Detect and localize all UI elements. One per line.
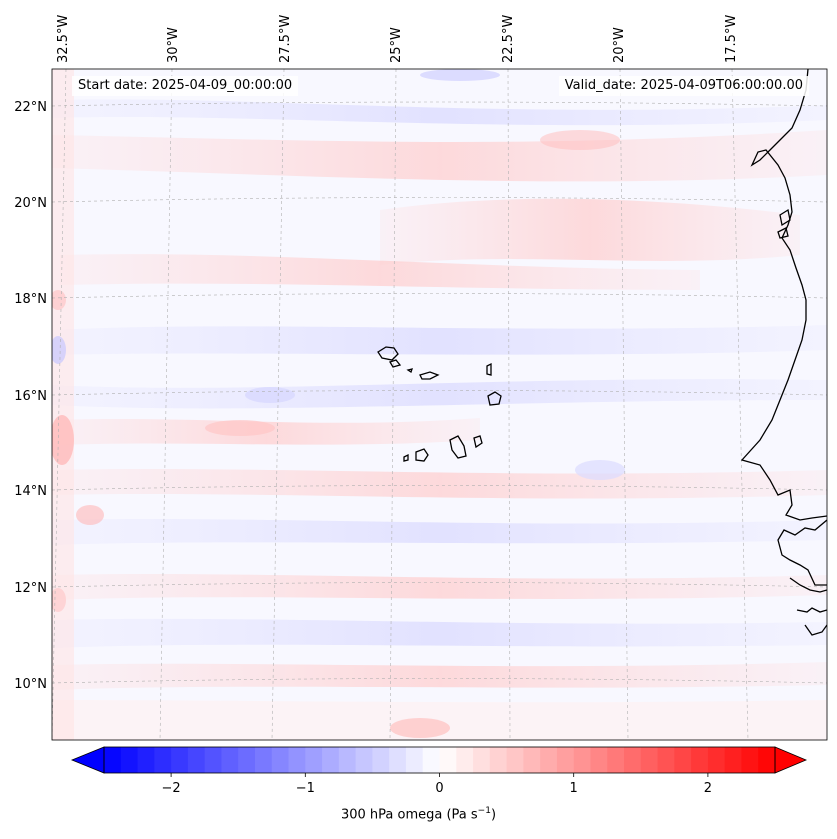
colorbar-segment	[422, 747, 441, 773]
colorbar-extend-high	[774, 746, 808, 774]
island-brava	[403, 453, 409, 462]
colorbar-segment	[523, 747, 541, 773]
colorbar-segment	[254, 747, 273, 773]
colorbar-segment	[154, 747, 172, 773]
lat-label: 14°N	[14, 484, 47, 499]
lat-label: 20°N	[14, 196, 47, 211]
cape-verde-islands	[377, 346, 502, 462]
colorbar-tick-label: 0	[435, 781, 443, 796]
lat-label: 12°N	[14, 581, 47, 596]
colorbar-segment	[389, 747, 407, 773]
colorbar-segment	[724, 747, 743, 773]
lat-label: 22°N	[14, 100, 47, 115]
lon-label: 17.5°W	[724, 15, 739, 63]
colorbar-tick-label: 2	[704, 781, 712, 796]
colorbar-segment	[171, 747, 189, 773]
colorbar-segment	[473, 747, 491, 773]
colorbar-label: 300 hPa omega (Pa s−1)	[0, 806, 837, 822]
lat-label: 10°N	[14, 677, 47, 692]
colorbar-segment	[758, 747, 776, 773]
colorbar-tick-label: −1	[296, 781, 315, 796]
island-boa-vista	[487, 391, 502, 406]
island-santa-luzia	[406, 368, 413, 374]
colorbar-segment	[640, 747, 659, 773]
colorbar-segment	[305, 747, 323, 773]
colorbar-segment	[674, 747, 692, 773]
latitude-labels: 22°N 20°N 18°N 16°N 14°N 12°N 10°N	[14, 100, 47, 692]
island-sao-vicente	[389, 359, 402, 368]
colorbar-segment	[607, 747, 625, 773]
colorbar-segment	[322, 747, 340, 773]
colorbar-segment	[590, 747, 608, 773]
gridlines	[52, 69, 827, 740]
colorbar-segment	[221, 747, 239, 773]
colorbar-segment	[573, 747, 592, 773]
omega-field	[52, 69, 827, 740]
coastline	[740, 69, 827, 636]
colorbar-label-text: 300 hPa omega (Pa s	[340, 807, 478, 823]
colorbar-tick-label: 1	[570, 781, 578, 796]
colorbar-segment	[104, 747, 122, 773]
colorbar-label-end: )	[490, 807, 497, 823]
colorbar-segment	[372, 747, 390, 773]
valid-date-label: Valid_date: 2025-04-09T06:00:00.00	[558, 76, 809, 96]
island-santiago	[449, 435, 467, 459]
lon-label: 22.5°W	[501, 15, 516, 63]
island-maio	[473, 435, 483, 449]
colorbar-segment	[506, 747, 524, 773]
map-frame	[51, 68, 828, 741]
colorbar-segment	[489, 747, 508, 773]
longitude-labels: 32.5°W 30°W 27.5°W 25°W 22.5°W 20°W 17.5…	[56, 15, 739, 63]
island-sal	[486, 362, 492, 376]
colorbar-extend-low	[70, 746, 105, 774]
lon-label: 32.5°W	[56, 15, 71, 63]
colorbar: −2 −1 0 1 2	[70, 746, 808, 796]
colorbar-segment	[187, 747, 206, 773]
colorbar-segment	[338, 747, 357, 773]
lon-label: 30°W	[166, 27, 181, 63]
colorbar-segment	[691, 747, 709, 773]
colorbar-segment	[271, 747, 290, 773]
colorbar-segment	[238, 747, 256, 773]
colorbar-segment	[204, 747, 223, 773]
start-date-label: Start date: 2025-04-09_00:00:00	[72, 76, 299, 96]
colorbar-segment	[540, 747, 558, 773]
lon-label: 27.5°W	[278, 15, 293, 63]
lon-label: 20°W	[612, 27, 627, 63]
lat-label: 16°N	[14, 389, 47, 404]
colorbar-segment	[741, 747, 759, 773]
colorbar-segment	[288, 747, 306, 773]
colorbar-tick-label: −2	[162, 781, 181, 796]
colorbar-segment	[657, 747, 675, 773]
island-santo-antao	[377, 346, 399, 361]
colorbar-segment	[624, 747, 642, 773]
colorbar-segment	[439, 747, 457, 773]
lon-label: 25°W	[389, 27, 404, 63]
colorbar-label-exponent: −1	[477, 806, 491, 816]
colorbar-segment	[120, 747, 139, 773]
colorbar-segment	[355, 747, 374, 773]
colorbar-segment	[556, 747, 575, 773]
colorbar-segment	[137, 747, 155, 773]
island-sao-nicolau	[419, 371, 440, 380]
island-fogo	[415, 448, 429, 462]
colorbar-segment	[405, 747, 424, 773]
colorbar-segment	[456, 747, 474, 773]
lat-label: 18°N	[14, 292, 47, 307]
colorbar-segment	[707, 747, 726, 773]
